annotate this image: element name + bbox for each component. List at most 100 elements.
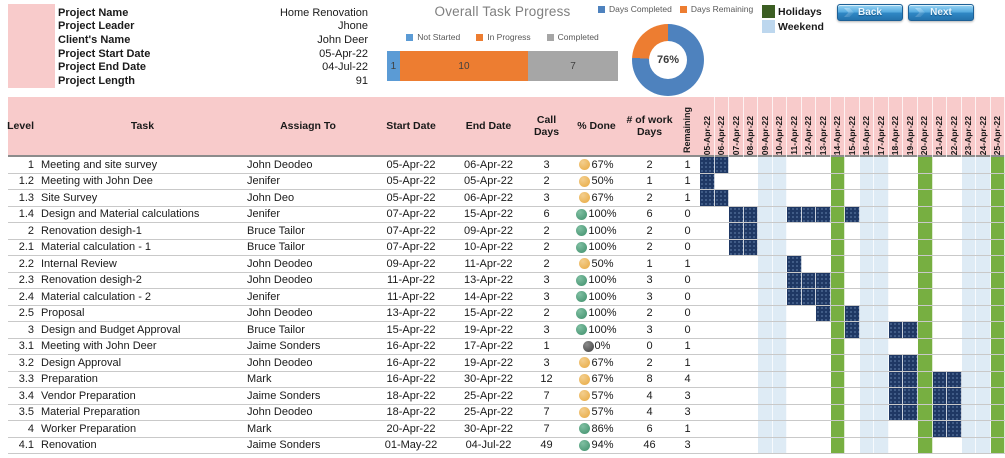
cell-end-date[interactable]: 17-Apr-22 xyxy=(464,340,513,353)
gantt-cell[interactable] xyxy=(802,305,817,321)
gantt-cell[interactable] xyxy=(700,437,715,453)
gantt-cell[interactable] xyxy=(802,157,817,173)
cell-call-days[interactable]: 2 xyxy=(543,307,550,320)
gantt-cell[interactable] xyxy=(976,404,991,420)
cell-task[interactable]: Proposal xyxy=(41,307,85,320)
header-assign-to[interactable]: Assiagn To xyxy=(280,119,336,132)
gantt-cell[interactable] xyxy=(830,305,846,321)
gantt-cell[interactable] xyxy=(947,256,962,272)
gantt-cell[interactable] xyxy=(729,437,744,453)
gantt-cell[interactable] xyxy=(976,190,991,206)
gantt-cell[interactable] xyxy=(961,437,977,453)
gantt-cell[interactable] xyxy=(933,289,948,305)
gantt-cell[interactable] xyxy=(715,272,730,288)
gantt-cell[interactable] xyxy=(917,289,933,305)
gantt-bar-cell[interactable] xyxy=(700,157,715,173)
cell-assign-to[interactable]: Jaime Sonders xyxy=(247,389,321,402)
cell-start-date[interactable]: 05-Apr-22 xyxy=(386,175,436,188)
gantt-cell[interactable] xyxy=(715,305,730,321)
gantt-cell[interactable] xyxy=(758,322,773,338)
cell-start-date[interactable]: 01-May-22 xyxy=(384,439,438,452)
cell-work-days[interactable]: 2 xyxy=(646,307,653,320)
gantt-bar-cell[interactable] xyxy=(743,223,759,239)
cell-call-days[interactable]: 1 xyxy=(543,340,550,353)
gantt-cell[interactable] xyxy=(947,157,962,173)
gantt-bar-cell[interactable] xyxy=(700,173,715,189)
cell-assign-to[interactable]: Mark xyxy=(247,373,272,386)
cell-percent-done[interactable]: 67% xyxy=(569,190,624,206)
gantt-cell[interactable] xyxy=(903,338,918,354)
gantt-bar-cell[interactable] xyxy=(801,206,817,222)
gantt-cell[interactable] xyxy=(700,289,715,305)
cell-task[interactable]: Material calculation - 1 xyxy=(41,241,152,254)
gantt-bar-cell[interactable] xyxy=(801,289,817,305)
header-start-date[interactable]: Start Date xyxy=(386,119,436,132)
cell-work-days[interactable]: 2 xyxy=(646,224,653,237)
cell-call-days[interactable]: 3 xyxy=(543,290,550,303)
cell-call-days[interactable]: 2 xyxy=(543,175,550,188)
cell-percent-done[interactable]: 67% xyxy=(569,355,624,371)
cell-assign-to[interactable]: Bruce Tailor xyxy=(247,241,305,254)
cell-work-days[interactable]: 46 xyxy=(643,439,656,452)
gantt-cell[interactable] xyxy=(816,256,831,272)
gantt-cell[interactable] xyxy=(729,173,744,189)
gantt-cell[interactable] xyxy=(816,388,831,404)
gantt-cell[interactable] xyxy=(917,421,933,437)
cell-work-days[interactable]: 1 xyxy=(646,175,653,188)
gantt-cell[interactable] xyxy=(700,355,715,371)
gantt-cell[interactable] xyxy=(933,305,948,321)
gantt-cell[interactable] xyxy=(874,239,889,255)
date-column-header[interactable]: 23-Apr-22 xyxy=(962,97,977,157)
cell-task[interactable]: Renovation desigh-1 xyxy=(41,224,142,237)
cell-end-date[interactable]: 30-Apr-22 xyxy=(464,422,513,435)
gantt-cell[interactable] xyxy=(917,355,933,371)
gantt-bar-cell[interactable] xyxy=(903,322,918,338)
cell-task[interactable]: Material Preparation xyxy=(41,406,141,419)
gantt-bar-cell[interactable] xyxy=(816,272,831,288)
cell-end-date[interactable]: 14-Apr-22 xyxy=(464,290,513,303)
cell-assign-to[interactable]: Jaime Sonders xyxy=(247,340,321,353)
cell-task[interactable]: Material calculation - 2 xyxy=(41,290,152,303)
cell-work-days[interactable]: 0 xyxy=(646,340,653,353)
gantt-cell[interactable] xyxy=(729,190,744,206)
cell-level[interactable]: 3.3 xyxy=(18,373,34,386)
cell-work-days[interactable]: 2 xyxy=(646,158,653,171)
gantt-cell[interactable] xyxy=(859,371,875,387)
cell-work-days[interactable]: 6 xyxy=(646,422,653,435)
cell-assign-to[interactable]: John Deo xyxy=(247,191,295,204)
cell-task[interactable]: Design and Material calculations xyxy=(41,208,200,221)
gantt-cell[interactable] xyxy=(976,157,991,173)
gantt-cell[interactable] xyxy=(845,190,860,206)
gantt-cell[interactable] xyxy=(744,338,759,354)
gantt-bar-cell[interactable] xyxy=(947,421,962,437)
gantt-cell[interactable] xyxy=(830,173,846,189)
gantt-cell[interactable] xyxy=(700,223,715,239)
gantt-cell[interactable] xyxy=(976,173,991,189)
header-remaining[interactable]: Remaining xyxy=(682,106,692,153)
gantt-cell[interactable] xyxy=(830,272,846,288)
gantt-cell[interactable] xyxy=(758,157,773,173)
gantt-cell[interactable] xyxy=(830,388,846,404)
cell-level[interactable]: 3.5 xyxy=(18,406,34,419)
gantt-cell[interactable] xyxy=(933,190,948,206)
gantt-cell[interactable] xyxy=(859,437,875,453)
gantt-cell[interactable] xyxy=(744,322,759,338)
gantt-cell[interactable] xyxy=(715,322,730,338)
gantt-cell[interactable] xyxy=(729,355,744,371)
gantt-cell[interactable] xyxy=(845,272,860,288)
date-column-header[interactable]: 06-Apr-22 xyxy=(715,97,730,157)
gantt-cell[interactable] xyxy=(889,190,904,206)
gantt-cell[interactable] xyxy=(917,190,933,206)
gantt-cell[interactable] xyxy=(859,338,875,354)
gantt-cell[interactable] xyxy=(787,388,802,404)
gantt-cell[interactable] xyxy=(990,371,1005,387)
gantt-bar-cell[interactable] xyxy=(947,404,962,420)
gantt-cell[interactable] xyxy=(961,272,977,288)
gantt-cell[interactable] xyxy=(961,371,977,387)
gantt-cell[interactable] xyxy=(976,437,991,453)
cell-remaining[interactable]: 1 xyxy=(684,257,691,270)
cell-percent-done[interactable]: 100% xyxy=(569,322,624,338)
cell-task[interactable]: Meeting with John Deer xyxy=(41,340,157,353)
gantt-bar-cell[interactable] xyxy=(845,322,860,338)
gantt-cell[interactable] xyxy=(787,157,802,173)
